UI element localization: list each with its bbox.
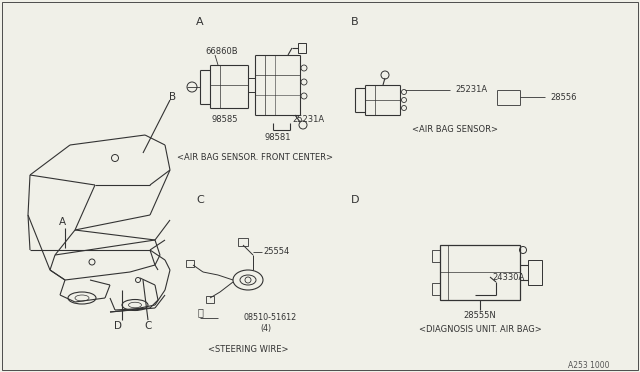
Bar — [238, 238, 248, 246]
Text: 25231A: 25231A — [292, 115, 324, 125]
Text: (4): (4) — [260, 324, 271, 333]
Text: A: A — [58, 217, 65, 227]
Text: D: D — [114, 321, 122, 331]
Text: 98581: 98581 — [265, 134, 291, 142]
Text: B: B — [170, 92, 177, 102]
Text: 98585: 98585 — [212, 115, 238, 125]
Bar — [528, 260, 542, 285]
Text: 66860B: 66860B — [205, 48, 237, 57]
Text: A253 1000: A253 1000 — [568, 362, 610, 371]
Text: A: A — [196, 17, 204, 27]
Text: 28556: 28556 — [550, 93, 577, 102]
Text: 25231A: 25231A — [455, 86, 487, 94]
Text: 08510-51612: 08510-51612 — [243, 314, 296, 323]
Text: 24330A: 24330A — [492, 273, 524, 282]
Text: C: C — [196, 195, 204, 205]
Text: 25554: 25554 — [263, 247, 289, 257]
Text: <AIR BAG SENSOR. FRONT CENTER>: <AIR BAG SENSOR. FRONT CENTER> — [177, 154, 333, 163]
Text: <DIAGNOSIS UNIT. AIR BAG>: <DIAGNOSIS UNIT. AIR BAG> — [419, 326, 541, 334]
Bar — [432, 283, 440, 295]
Text: Ⓢ: Ⓢ — [197, 307, 203, 317]
Bar — [298, 43, 306, 53]
Text: <STEERING WIRE>: <STEERING WIRE> — [208, 346, 288, 355]
Bar — [440, 245, 520, 300]
Text: B: B — [351, 17, 359, 27]
Text: <AIR BAG SENSOR>: <AIR BAG SENSOR> — [412, 125, 498, 135]
Text: C: C — [144, 321, 152, 331]
Bar — [186, 260, 194, 267]
Text: 28555N: 28555N — [463, 311, 497, 320]
Text: D: D — [351, 195, 359, 205]
Bar — [432, 250, 440, 262]
Bar — [206, 296, 214, 303]
